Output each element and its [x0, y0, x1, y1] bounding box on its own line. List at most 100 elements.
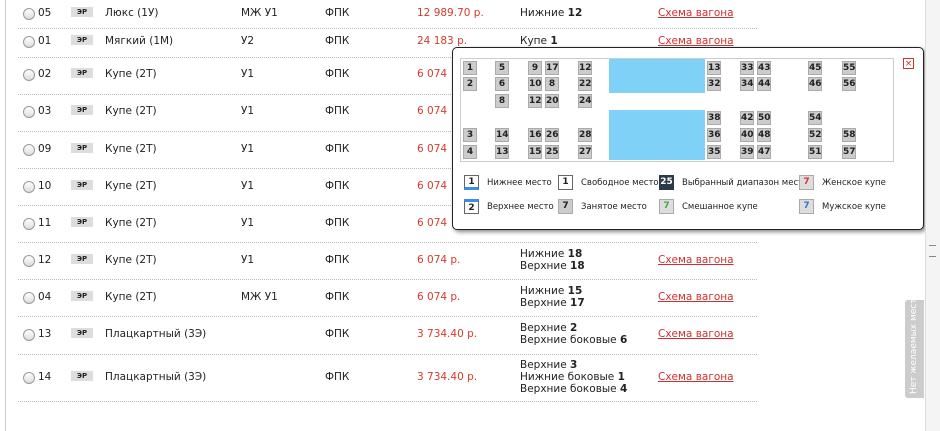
seat[interactable]: 34: [740, 77, 754, 91]
seat[interactable]: 24: [578, 94, 592, 108]
seat[interactable]: 42: [740, 111, 754, 125]
seat[interactable]: 9: [528, 61, 542, 75]
seat[interactable]: 32: [707, 77, 721, 91]
row-radio[interactable]: [23, 329, 35, 341]
car-badge: ЭР: [71, 291, 93, 301]
car-number: 13: [38, 328, 52, 340]
seat[interactable]: 8: [545, 77, 559, 91]
seat[interactable]: 15: [528, 145, 542, 159]
scheme-link[interactable]: Схема вагона: [658, 35, 734, 47]
car-class: Люкс (1У): [105, 7, 159, 19]
scheme-link[interactable]: Схема вагона: [658, 254, 734, 266]
price: 6 074: [417, 217, 448, 229]
seat[interactable]: 54: [808, 111, 822, 125]
seat[interactable]: 57: [842, 145, 856, 159]
price: 6 074: [417, 143, 448, 155]
service-class: У1: [241, 180, 255, 192]
seat[interactable]: 10: [528, 77, 542, 91]
seat[interactable]: 39: [740, 145, 754, 159]
row-radio[interactable]: [23, 144, 35, 156]
seat[interactable]: 48: [757, 128, 771, 142]
legend-label: Занятое место: [581, 202, 647, 212]
row-radio[interactable]: [23, 181, 35, 193]
seat[interactable]: 27: [578, 145, 592, 159]
seat[interactable]: 47: [757, 145, 771, 159]
seat[interactable]: 20: [545, 94, 559, 108]
service-class: МЖ У1: [241, 291, 278, 303]
row-radio[interactable]: [23, 218, 35, 230]
seat-type: Верхние: [520, 359, 567, 371]
seat[interactable]: 1: [463, 61, 477, 75]
row-radio[interactable]: [23, 36, 35, 48]
car-number: 10: [38, 180, 52, 192]
legend-label: Смешанное купе: [682, 202, 758, 212]
row-radio[interactable]: [23, 106, 35, 118]
seat[interactable]: 22: [578, 77, 592, 91]
seat[interactable]: 44: [757, 77, 771, 91]
seat[interactable]: 45: [808, 61, 822, 75]
seat[interactable]: 28: [578, 128, 592, 142]
legend-label: Женское купе: [822, 178, 886, 188]
seat[interactable]: 52: [808, 128, 822, 142]
seat[interactable]: 4: [463, 145, 477, 159]
scheme-link[interactable]: Схема вагона: [658, 371, 734, 383]
scheme-link[interactable]: Схема вагона: [658, 328, 734, 340]
seat[interactable]: 36: [707, 128, 721, 142]
seat[interactable]: 58: [842, 128, 856, 142]
seat-number: 18: [567, 248, 583, 260]
seat-count: Верхние 18: [520, 260, 585, 272]
seat[interactable]: 50: [757, 111, 771, 125]
seat[interactable]: 56: [842, 77, 856, 91]
seat[interactable]: 12: [578, 61, 592, 75]
close-button[interactable]: ×: [903, 58, 914, 69]
seat[interactable]: 8: [495, 94, 509, 108]
seat-count: Верхние боковые 6: [520, 334, 627, 346]
side-tab[interactable]: Нет желаемых мест?: [905, 294, 924, 398]
seat[interactable]: 13: [707, 61, 721, 75]
service-class: У1: [241, 68, 255, 80]
seat[interactable]: 43: [757, 61, 771, 75]
seat[interactable]: 51: [808, 145, 822, 159]
seat[interactable]: 2: [463, 77, 477, 91]
car-badge: ЭР: [71, 328, 93, 338]
seat[interactable]: 55: [842, 61, 856, 75]
scrollbar[interactable]: [925, 0, 940, 431]
car-badge: ЭР: [71, 143, 93, 153]
seat[interactable]: 12: [528, 94, 542, 108]
seat[interactable]: 14: [495, 128, 509, 142]
row-radio[interactable]: [23, 292, 35, 304]
seat[interactable]: 13: [495, 145, 509, 159]
seat[interactable]: 3: [463, 128, 477, 142]
scheme-link[interactable]: Схема вагона: [658, 291, 734, 303]
legend-sample: 7: [799, 199, 814, 214]
seat[interactable]: 33: [740, 61, 754, 75]
row-separator: [18, 279, 757, 280]
legend-label: Верхнее место: [487, 202, 554, 212]
seat-number: 15: [567, 285, 583, 297]
seat[interactable]: 16: [528, 128, 542, 142]
seat[interactable]: 5: [495, 61, 509, 75]
seat[interactable]: 35: [707, 145, 721, 159]
legend-label: Выбранный диапазон мест: [682, 178, 804, 188]
seat[interactable]: 17: [545, 61, 559, 75]
row-radio[interactable]: [23, 255, 35, 267]
seat[interactable]: 46: [808, 77, 822, 91]
left-border: [5, 0, 6, 431]
legend-sample: 7: [558, 199, 573, 214]
row-radio[interactable]: [23, 69, 35, 81]
side-tab-text[interactable]: Нет желаемых мест?: [909, 293, 919, 394]
car-badge: ЭР: [71, 217, 93, 227]
row-radio[interactable]: [23, 8, 35, 20]
seat[interactable]: 6: [495, 77, 509, 91]
carrier: ФПК: [325, 143, 350, 155]
row-separator: [18, 94, 757, 95]
carrier: ФПК: [325, 180, 350, 192]
car-badge: ЭР: [71, 105, 93, 115]
seat[interactable]: 25: [545, 145, 559, 159]
scheme-link[interactable]: Схема вагона: [658, 7, 734, 19]
seat-count: Верхние 2: [520, 322, 577, 334]
seat[interactable]: 40: [740, 128, 754, 142]
seat[interactable]: 26: [545, 128, 559, 142]
row-radio[interactable]: [23, 372, 35, 384]
seat[interactable]: 38: [707, 111, 721, 125]
